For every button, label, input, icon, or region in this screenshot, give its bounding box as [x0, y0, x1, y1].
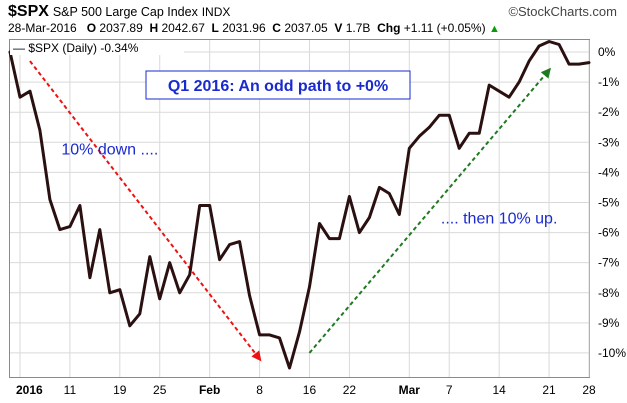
annotations: 10% down .... .... then 10% up.	[61, 141, 557, 227]
high-label: H	[149, 21, 159, 35]
open-label: O	[86, 21, 97, 35]
y-tick-label: 0%	[598, 45, 616, 59]
y-tick-label: -8%	[598, 286, 620, 300]
exchange-label: INDX	[201, 5, 231, 19]
arrow-up	[308, 67, 552, 354]
x-axis: 2016 11 19 25 Feb 8 16 22 Mar 7 14 21 28	[16, 383, 596, 397]
change-value: +1.11 (+0.05%)	[403, 21, 486, 35]
y-tick-label: -4%	[598, 165, 620, 179]
x-tick-label: 16	[303, 383, 317, 397]
x-tick-label: 28	[582, 383, 596, 397]
annotation-label: .... then 10% up.	[441, 211, 558, 228]
x-tick-label: 14	[492, 383, 506, 397]
y-tick-label: -3%	[598, 135, 620, 149]
x-tick-label: Feb	[199, 383, 220, 397]
annotation-arrows	[29, 60, 552, 362]
series-line	[8, 40, 591, 370]
close-value: 2037.05	[284, 21, 328, 35]
x-tick-label: 8	[256, 383, 263, 397]
volume-label: V	[334, 21, 343, 35]
legend-box	[10, 40, 184, 55]
header-bar: $SPX S&P 500 Large Cap Index INDX ©Stock…	[0, 0, 627, 36]
legend-entry: — $SPX (Daily) -0.34%	[13, 41, 139, 55]
index-name: S&P 500 Large Cap Index	[52, 5, 198, 19]
close-label: C	[272, 21, 281, 35]
brand-watermark: ©StockCharts.com	[508, 4, 617, 19]
y-tick-label: -1%	[598, 75, 620, 89]
change-label: Chg	[377, 21, 401, 35]
x-tick-label: 22	[343, 383, 357, 397]
x-tick-label: 25	[153, 383, 167, 397]
y-tick-label: -7%	[598, 256, 620, 270]
annotation-label: 10% down ....	[61, 141, 158, 158]
quote-date: 28-Mar-2016	[8, 21, 77, 35]
x-tick-label: 21	[542, 383, 556, 397]
y-tick-label: -2%	[598, 105, 620, 119]
change-up-arrow-icon: ▲	[488, 23, 500, 35]
x-tick-label: 11	[64, 383, 77, 397]
low-label: L	[211, 21, 219, 35]
x-tick-label: 2016	[16, 383, 43, 397]
y-tick-label: -10%	[598, 346, 626, 360]
x-tick-label: Mar	[399, 383, 421, 397]
chart-title: Q1 2016: An odd path to +0%	[168, 78, 388, 95]
low-value: 2031.96	[222, 21, 266, 35]
volume-value: 1.7B	[345, 21, 371, 35]
x-tick-label: 19	[113, 383, 127, 397]
x-tick-label: 7	[446, 383, 453, 397]
title-box	[145, 70, 411, 100]
y-axis: 0% -1% -2% -3% -4% -5% -6% -7% -8% -9% -10%	[598, 45, 626, 360]
y-tick-label: -5%	[598, 195, 620, 209]
high-value: 2042.67	[161, 21, 205, 35]
header-row-ticker: $SPX S&P 500 Large Cap Index INDX	[8, 3, 230, 21]
open-value: 2037.89	[99, 21, 143, 35]
y-tick-label: -9%	[598, 316, 620, 330]
y-tick-label: -6%	[598, 226, 620, 240]
ticker-symbol: $SPX	[8, 3, 49, 20]
header-row-quote: 28-Mar-2016 O 2037.89 H 2042.67 L 2031.9…	[8, 21, 500, 35]
